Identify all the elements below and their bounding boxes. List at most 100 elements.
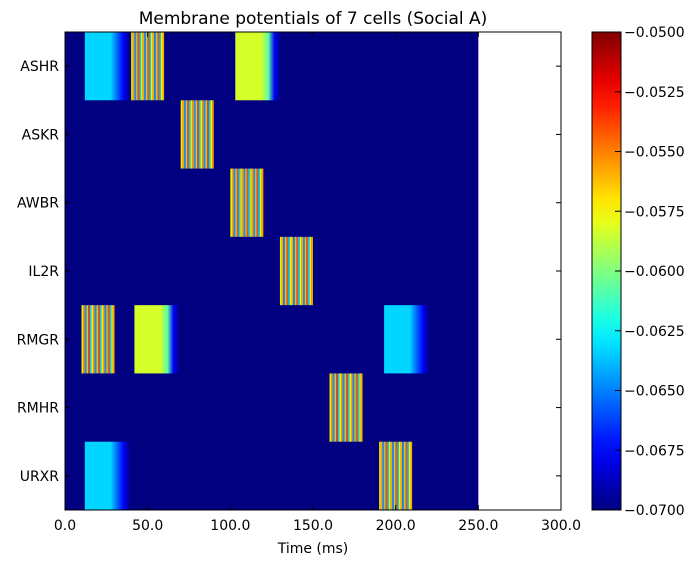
spike-stripe — [200, 100, 203, 169]
spike-stripe — [96, 305, 99, 374]
spike-stripe — [210, 100, 213, 169]
y-tick-label-askr: ASKR — [22, 127, 60, 143]
plateau-ashr — [84, 32, 130, 101]
x-tick-label: 150.0 — [293, 518, 333, 534]
spike-stripe — [99, 305, 102, 374]
spike-stripe — [86, 305, 89, 374]
spike-stripe — [359, 373, 361, 442]
spike-stripe — [306, 236, 308, 306]
spike-stripe — [203, 100, 206, 169]
spike-stripe — [197, 100, 199, 169]
spike-stripe — [384, 441, 386, 510]
y-tick-label-urxr: URXR — [20, 469, 60, 485]
colorbar-tick-label: −0.0650 — [624, 384, 685, 400]
spike-stripe — [107, 305, 110, 374]
x-tick-label: 50.0 — [132, 518, 163, 534]
chart-title: Membrane potentials of 7 cells (Social A… — [139, 9, 488, 29]
spike-stripe — [137, 32, 140, 101]
spike-stripe — [299, 236, 302, 306]
spike-stripe — [380, 441, 383, 510]
spike-stripe — [291, 236, 294, 306]
spike-stripe — [389, 441, 391, 510]
spike-stripe — [304, 236, 307, 306]
spike-stripe — [188, 100, 191, 169]
heatmap-baseline — [65, 32, 479, 510]
spike-stripe — [182, 100, 185, 169]
spike-stripe — [207, 100, 209, 169]
spike-stripe — [250, 168, 252, 237]
spike-stripe — [261, 168, 264, 237]
spike-stripe — [248, 168, 251, 237]
spike-stripe — [145, 32, 148, 101]
spike-stripe — [91, 305, 94, 374]
colorbar-tick-label: −0.0575 — [624, 204, 685, 220]
spike-stripe — [139, 32, 142, 101]
spike-train-askr — [180, 100, 214, 169]
spike-stripe — [81, 305, 84, 374]
spike-stripe — [154, 32, 156, 101]
spike-stripe — [307, 236, 310, 306]
spike-stripe — [281, 236, 284, 306]
x-tick-label: 300.0 — [541, 518, 581, 534]
spike-train-rmhr — [329, 373, 363, 442]
spike-stripe — [150, 32, 153, 101]
spike-stripe — [240, 168, 242, 237]
spike-stripe — [402, 441, 404, 510]
y-tick-label-il2r: IL2R — [28, 264, 59, 280]
spike-stripe — [238, 168, 241, 237]
spike-stripe — [289, 236, 292, 306]
spike-stripe — [231, 168, 234, 237]
spike-stripe — [83, 305, 85, 374]
spike-stripe — [134, 32, 137, 101]
spike-stripe — [192, 100, 194, 169]
y-tick-label-rmgr: RMGR — [17, 332, 60, 348]
spike-stripe — [111, 305, 113, 374]
spike-stripe — [352, 373, 355, 442]
spike-stripe — [187, 100, 189, 169]
spike-stripe — [331, 373, 333, 442]
spike-stripe — [94, 305, 97, 374]
spike-stripe — [112, 305, 115, 374]
plateau-ashr — [235, 32, 281, 101]
spike-stripe — [184, 100, 186, 169]
spike-stripe — [88, 305, 90, 374]
spike-stripe — [258, 168, 261, 237]
y-tick-label-awbr: AWBR — [17, 196, 59, 212]
spike-stripe — [296, 236, 299, 306]
spike-stripe — [144, 32, 146, 101]
spike-train-il2r — [279, 236, 313, 306]
spike-stripe — [393, 441, 396, 510]
spike-stripe — [357, 373, 360, 442]
spike-stripe — [293, 236, 295, 306]
spike-stripe — [403, 441, 406, 510]
colorbar-tick-label: −0.0675 — [624, 443, 685, 459]
spike-stripe — [346, 373, 348, 442]
spike-stripe — [106, 305, 108, 374]
spike-stripe — [89, 305, 92, 374]
spike-stripe — [260, 168, 262, 237]
spike-stripe — [180, 100, 183, 169]
spike-stripe — [109, 305, 112, 374]
spike-stripe — [410, 441, 413, 510]
spike-stripe — [397, 441, 399, 510]
spike-stripe — [332, 373, 335, 442]
spike-stripe — [246, 168, 249, 237]
spike-stripe — [202, 100, 204, 169]
spike-stripe — [159, 32, 161, 101]
colorbar-tick-label: −0.0500 — [624, 25, 685, 41]
spike-stripe — [354, 373, 356, 442]
spike-stripe — [286, 236, 289, 306]
spike-stripe — [284, 236, 287, 306]
x-tick-label: 200.0 — [376, 518, 416, 534]
spike-stripe — [288, 236, 290, 306]
spike-stripe — [104, 305, 107, 374]
x-tick-label: 0.0 — [54, 518, 76, 534]
spike-stripe — [400, 441, 403, 510]
spike-train-ashr — [131, 32, 165, 101]
spike-stripe — [193, 100, 196, 169]
spike-stripe — [344, 373, 347, 442]
spike-stripe — [309, 236, 312, 306]
spike-stripe — [212, 100, 214, 169]
spike-stripe — [141, 32, 143, 101]
